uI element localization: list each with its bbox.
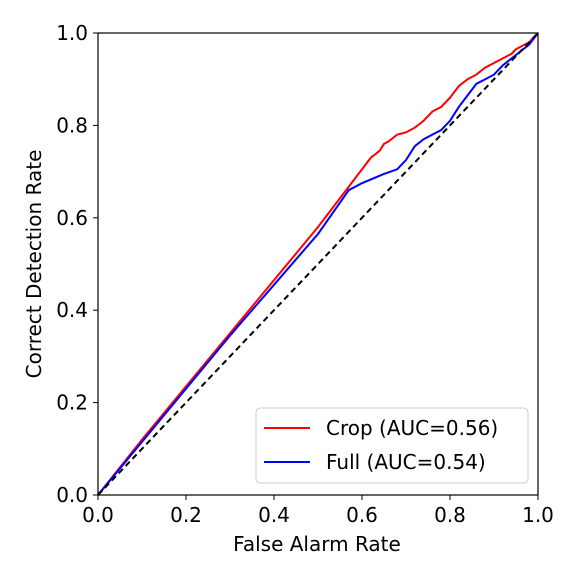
series-line-0 (97, 32, 539, 496)
x-tick-label: 0.0 (82, 503, 114, 527)
x-axis-label: False Alarm Rate (233, 532, 401, 556)
y-tick-label: 0.0 (56, 483, 88, 507)
legend-label: Full (AUC=0.54) (326, 450, 486, 474)
legend-label: Crop (AUC=0.56) (326, 416, 498, 440)
y-tick-label: 0.4 (56, 298, 88, 322)
y-axis-label: Correct Detection Rate (22, 150, 46, 379)
x-tick-label: 0.4 (258, 503, 290, 527)
y-tick-label: 0.6 (56, 206, 88, 230)
plot-area (97, 32, 539, 496)
legend: Crop (AUC=0.56) Full (AUC=0.54) (255, 407, 529, 484)
diagonal-reference-line (97, 32, 539, 496)
y-tick-label: 0.2 (56, 391, 88, 415)
x-axis-ticks: 0.0 0.2 0.4 0.6 0.8 1.0 (82, 495, 554, 527)
legend-box (255, 407, 529, 484)
y-tick-label: 1.0 (56, 21, 88, 45)
y-tick-label: 0.8 (56, 113, 88, 137)
x-tick-label: 1.0 (522, 503, 554, 527)
plot-frame (97, 32, 539, 496)
y-axis-ticks: 0.0 0.2 0.4 0.6 0.8 1.0 (56, 21, 98, 507)
x-tick-label: 0.8 (434, 503, 466, 527)
x-tick-label: 0.2 (170, 503, 202, 527)
x-tick-label: 0.6 (346, 503, 378, 527)
series-line-1 (97, 32, 539, 496)
